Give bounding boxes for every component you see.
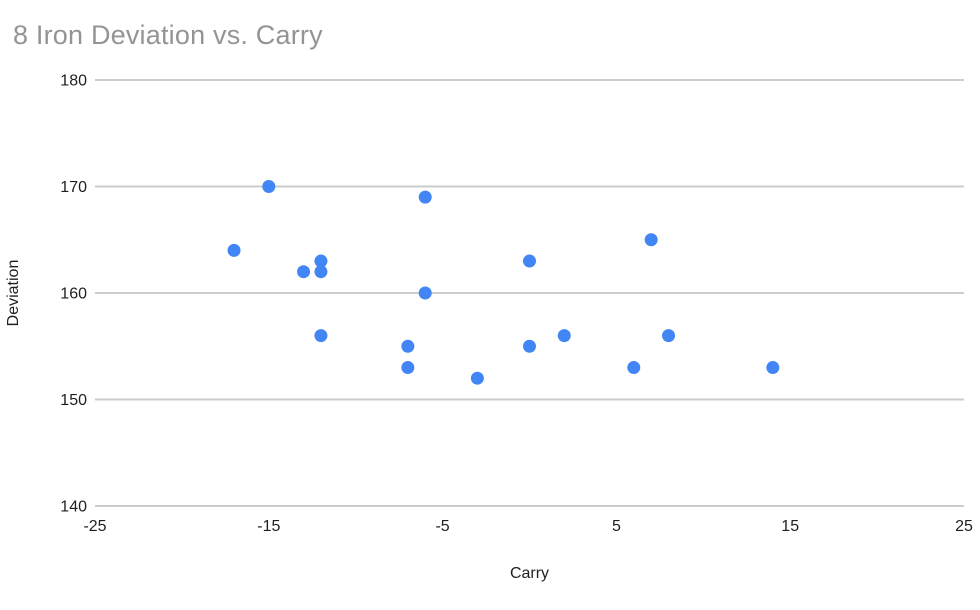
data-point[interactable] (314, 265, 328, 279)
data-point[interactable] (297, 265, 311, 279)
x-tick-label: -15 (257, 518, 280, 535)
data-point[interactable] (523, 339, 536, 353)
data-point[interactable] (401, 361, 415, 375)
y-tick-label: 150 (60, 392, 87, 409)
data-point[interactable] (314, 254, 328, 268)
x-tick-label: 25 (955, 518, 973, 535)
data-point[interactable] (314, 329, 328, 343)
data-point[interactable] (418, 190, 432, 204)
data-point[interactable] (557, 329, 571, 343)
x-tick-label: 5 (612, 518, 621, 535)
x-tick-label: 15 (781, 518, 799, 535)
x-axis-title: Carry (510, 565, 549, 582)
data-point[interactable] (523, 254, 536, 268)
y-tick-label: 180 (60, 73, 87, 90)
y-axis-title: Deviation (5, 260, 22, 327)
data-point[interactable] (766, 361, 780, 375)
data-point[interactable] (401, 339, 415, 353)
x-tick-label: -5 (435, 518, 449, 535)
data-point[interactable] (418, 286, 432, 300)
chart-title: 8 Iron Deviation vs. Carry (13, 20, 323, 50)
y-tick-label: 140 (60, 499, 87, 516)
x-tick-label: -25 (83, 518, 106, 535)
data-point[interactable] (627, 361, 641, 375)
y-tick-label: 170 (60, 179, 87, 196)
y-tick-label: 160 (60, 286, 87, 303)
data-point[interactable] (262, 180, 276, 193)
data-point[interactable] (662, 329, 676, 343)
data-point[interactable] (470, 371, 484, 385)
data-point[interactable] (227, 243, 241, 257)
data-point[interactable] (644, 233, 658, 247)
